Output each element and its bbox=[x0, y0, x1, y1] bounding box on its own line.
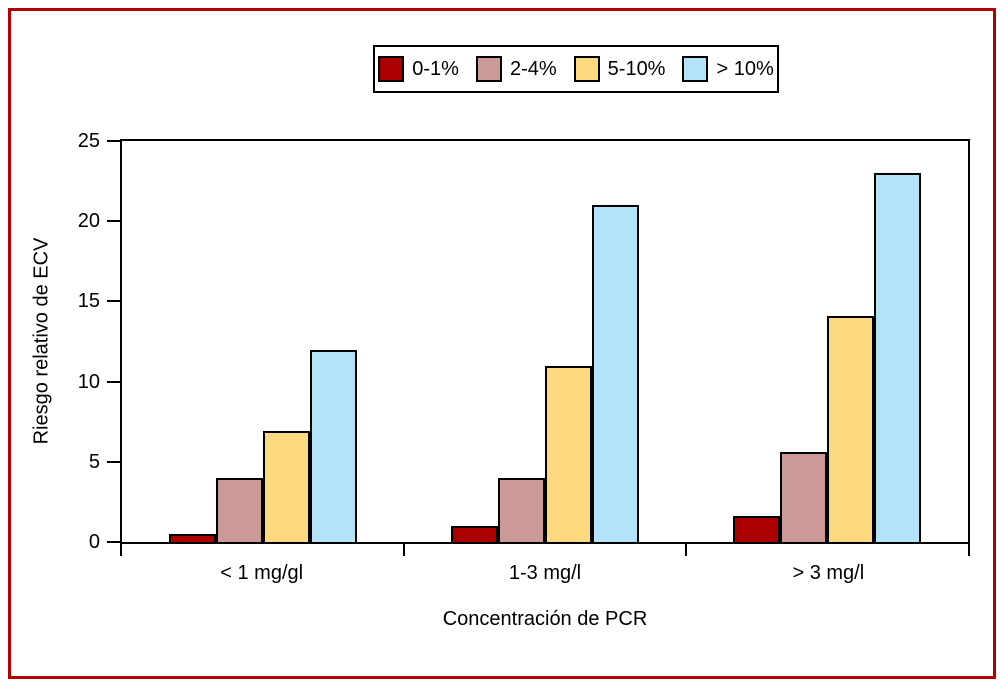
bar bbox=[169, 534, 216, 542]
bar-group bbox=[122, 141, 404, 542]
bar bbox=[263, 431, 310, 542]
legend-item: 5-10% bbox=[573, 56, 666, 82]
bar bbox=[545, 366, 592, 542]
y-axis-tick bbox=[107, 300, 120, 303]
y-tick-label: 10 bbox=[77, 370, 100, 393]
bar bbox=[874, 173, 921, 542]
bar bbox=[216, 478, 263, 542]
legend-item: > 10% bbox=[682, 56, 774, 82]
legend-label: 2-4% bbox=[509, 57, 557, 80]
legend-label: > 10% bbox=[716, 57, 774, 80]
y-tick-label: 20 bbox=[77, 210, 100, 233]
bar-group bbox=[686, 141, 968, 542]
category-label: 1-3 mg/l bbox=[508, 562, 582, 584]
legend-swatch-icon bbox=[682, 56, 709, 82]
legend-label: 0-1% bbox=[412, 57, 459, 80]
x-axis-title: Concentración de PCR bbox=[442, 608, 648, 630]
legend-swatch-icon bbox=[378, 56, 405, 82]
x-axis-tick bbox=[403, 544, 405, 556]
legend-swatch-icon bbox=[573, 56, 600, 82]
x-axis-tick bbox=[968, 544, 970, 556]
legend-swatch-icon bbox=[475, 56, 502, 82]
legend: 0-1% 2-4% 5-10% > 10% bbox=[373, 45, 779, 93]
y-axis-tick bbox=[107, 140, 120, 142]
bar bbox=[827, 316, 874, 542]
category-label: > 3 mg/l bbox=[792, 562, 865, 584]
plot-area: 0 5 10 15 20 25 bbox=[78, 130, 970, 556]
x-axis-tick bbox=[685, 544, 687, 556]
bar bbox=[733, 516, 780, 542]
bar-group bbox=[404, 141, 686, 542]
y-axis-tick bbox=[107, 380, 120, 383]
x-axis-tick bbox=[120, 544, 122, 556]
legend-item: 2-4% bbox=[475, 56, 557, 82]
bar-groups bbox=[122, 141, 968, 542]
y-tick-label: 5 bbox=[88, 450, 100, 473]
y-axis-title: Riesgo relativo de ECV bbox=[30, 237, 53, 445]
y-axis-tick bbox=[107, 220, 120, 223]
category-labels: < 1 mg/gl 1-3 mg/l > 3 mg/l bbox=[120, 562, 970, 585]
bar bbox=[592, 205, 639, 542]
bar bbox=[310, 350, 357, 542]
category-label: < 1 mg/gl bbox=[220, 562, 304, 584]
y-tick-label: 25 bbox=[77, 130, 100, 152]
bar bbox=[451, 526, 498, 542]
y-axis-tick bbox=[107, 460, 120, 463]
y-tick-label: 15 bbox=[77, 290, 100, 313]
legend-item: 0-1% bbox=[378, 56, 459, 82]
y-axis-tick bbox=[107, 541, 120, 543]
legend-label: 5-10% bbox=[607, 57, 666, 80]
bar bbox=[498, 478, 545, 542]
bar bbox=[780, 452, 827, 542]
y-tick-label: 0 bbox=[88, 531, 100, 553]
